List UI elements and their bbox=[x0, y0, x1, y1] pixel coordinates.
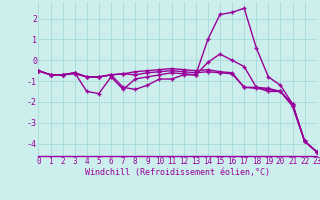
X-axis label: Windchill (Refroidissement éolien,°C): Windchill (Refroidissement éolien,°C) bbox=[85, 168, 270, 177]
